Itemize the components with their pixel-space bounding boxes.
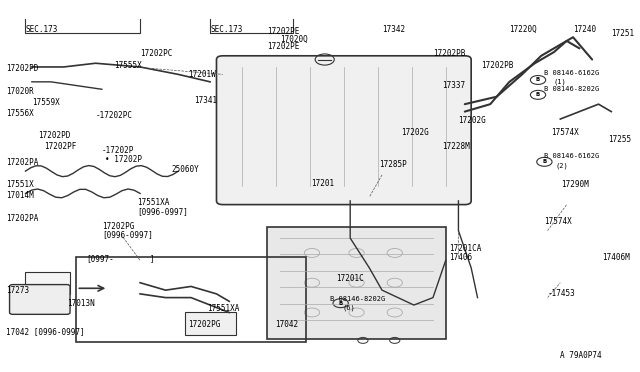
Text: 17341: 17341 [194,96,218,105]
Text: [0996-0997]: [0996-0997] [137,208,188,217]
Text: B 08146-8202G: B 08146-8202G [545,86,600,92]
Text: 17202PE: 17202PE [268,27,300,36]
Bar [26,272,70,294]
Text: 17273: 17273 [6,286,29,295]
Text: 17202PG: 17202PG [188,320,220,329]
Text: 17202PC: 17202PC [140,49,172,58]
Text: • 17202P: • 17202P [105,155,142,164]
Text: 17228M: 17228M [442,142,470,151]
Text: 17342: 17342 [382,25,405,34]
Text: 17013N: 17013N [67,299,95,308]
Text: -17202P: -17202P [102,146,134,155]
Text: B: B [339,301,343,306]
Text: ]: ] [150,254,154,263]
Text: [0997-: [0997- [86,254,114,263]
Text: (1): (1) [554,78,566,85]
Text: [0996-0997]: [0996-0997] [102,231,153,240]
Text: 17202G: 17202G [401,128,429,137]
Text: 17337: 17337 [442,81,466,90]
Text: 17220Q: 17220Q [509,25,537,34]
Text: 17251: 17251 [611,29,634,38]
Text: 17574X: 17574X [551,128,579,137]
Text: 17020Q: 17020Q [280,35,308,44]
Text: 17551XA: 17551XA [137,198,169,207]
Bar [76,257,306,342]
Text: B: B [536,77,540,83]
Text: 17014M: 17014M [6,191,34,200]
Text: 17201CA: 17201CA [449,244,481,253]
Text: 17555X: 17555X [115,61,142,70]
Text: SEC.173: SEC.173 [26,25,58,34]
Text: 25060Y: 25060Y [172,165,200,174]
Text: 17240: 17240 [573,25,596,34]
Text: 17042 [0996-0997]: 17042 [0996-0997] [6,327,85,336]
Text: 17201W: 17201W [188,70,216,79]
Text: 17201C: 17201C [336,274,364,283]
Text: 17201: 17201 [310,179,334,187]
Text: 17202PD: 17202PD [6,64,39,73]
FancyBboxPatch shape [268,227,445,339]
Bar [185,312,236,335]
Text: 17285P: 17285P [379,160,406,169]
Text: 17574X: 17574X [545,217,572,226]
Text: 17556X: 17556X [6,109,34,118]
Text: 17202G: 17202G [458,116,486,125]
Text: 17202PF: 17202PF [45,142,77,151]
Text: A 79A0P74: A 79A0P74 [560,351,602,360]
Text: 17202PE: 17202PE [268,42,300,51]
Text: 17551X: 17551X [6,180,34,189]
Text: 17202PB: 17202PB [433,49,465,58]
FancyBboxPatch shape [10,285,70,314]
Text: 17202PA: 17202PA [6,158,39,167]
Text: -17202PC: -17202PC [95,111,132,120]
Text: 17020R: 17020R [6,87,34,96]
Text: 17202PD: 17202PD [38,131,70,140]
Text: SEC.173: SEC.173 [210,25,243,34]
Text: 17255: 17255 [608,135,631,144]
Text: 17551XA: 17551XA [207,304,239,312]
Text: 17290M: 17290M [561,180,589,189]
Text: B: B [542,159,547,164]
Text: B: B [536,92,540,97]
Text: 17202PA: 17202PA [6,214,39,223]
Text: -17453: -17453 [548,289,575,298]
Text: 17202PB: 17202PB [481,61,513,70]
Text: 17559X: 17559X [32,98,60,107]
Text: (6): (6) [342,305,355,311]
Text: B 08146-8202G: B 08146-8202G [330,296,385,302]
Text: 17202PG: 17202PG [102,222,134,231]
Text: B 08146-6162G: B 08146-6162G [545,70,600,76]
Text: B 08146-6162G: B 08146-6162G [544,153,599,159]
Text: (2): (2) [556,162,568,169]
Text: 17406: 17406 [449,253,472,262]
FancyBboxPatch shape [216,56,471,205]
Text: 17042: 17042 [275,320,298,329]
Text: 17406M: 17406M [602,253,630,262]
